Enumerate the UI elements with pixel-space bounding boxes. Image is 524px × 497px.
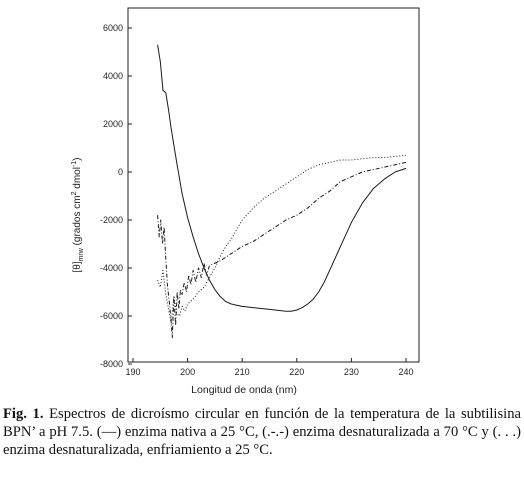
y-tick-label: 6000 [103, 23, 123, 33]
y-axis-label: [θ]mrw (grados cm2 dmol-1) [71, 157, 85, 272]
series-layer [157, 44, 407, 339]
caption-text: Espectros de dicroísmo circular en funci… [3, 406, 521, 458]
series-line-dash-dot [157, 161, 407, 339]
y-tick-label: 4000 [103, 71, 123, 81]
x-tick-label: 240 [398, 367, 413, 377]
series-line-solid [157, 44, 407, 312]
y-tick-label: -8000 [100, 359, 123, 369]
y-tick-label: -2000 [100, 215, 123, 225]
x-tick-label: 200 [180, 367, 195, 377]
y-axis-ticks: -8000 -6000 -4000 -2000 0 2000 4000 6000 [100, 23, 132, 369]
figure-caption: Fig. 1. Espectros de dicroísmo circular … [3, 405, 521, 459]
y-tick-label: -4000 [100, 263, 123, 273]
cd-spectrum-chart: 190 200 210 220 230 240 -8000 -6000 -4000 -2000 0… [71, 7, 420, 396]
y-tick-label: 2000 [103, 119, 123, 129]
x-tick-label: 210 [235, 367, 250, 377]
y-tick-label: -6000 [100, 311, 123, 321]
y-tick-label: 0 [118, 167, 123, 177]
plot-frame [127, 7, 420, 363]
series-line-dotted [157, 154, 407, 324]
x-tick-label: 230 [344, 367, 359, 377]
caption-label: Fig. 1. [3, 406, 44, 422]
x-axis-ticks: 190 200 210 220 230 240 [125, 358, 414, 377]
x-tick-label: 190 [125, 367, 140, 377]
x-tick-label: 220 [289, 367, 304, 377]
x-axis-label: Longitud de onda (nm) [191, 384, 297, 396]
